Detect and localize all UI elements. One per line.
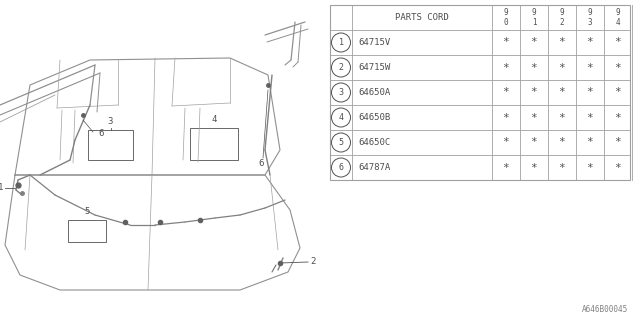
Text: 64787A: 64787A	[358, 163, 390, 172]
Text: 64650C: 64650C	[358, 138, 390, 147]
Text: *: *	[531, 113, 538, 123]
Text: 64650B: 64650B	[358, 113, 390, 122]
Text: *: *	[614, 113, 621, 123]
Bar	[88, 130, 133, 160]
Text: *: *	[559, 62, 565, 73]
Text: 2: 2	[339, 63, 344, 72]
Bar	[68, 220, 106, 242]
Text: A646B00045: A646B00045	[582, 305, 628, 314]
Text: *: *	[614, 138, 621, 148]
Text: 4: 4	[339, 113, 344, 122]
Text: 6: 6	[258, 158, 264, 167]
Text: *: *	[587, 138, 593, 148]
Text: 3: 3	[339, 88, 344, 97]
Text: 64650A: 64650A	[358, 88, 390, 97]
Text: *: *	[614, 37, 621, 47]
Text: *: *	[587, 113, 593, 123]
Text: *: *	[587, 87, 593, 98]
Text: *: *	[502, 87, 509, 98]
Text: *: *	[502, 163, 509, 172]
Text: *: *	[502, 37, 509, 47]
Text: *: *	[559, 138, 565, 148]
Text: 64715W: 64715W	[358, 63, 390, 72]
Text: 64715V: 64715V	[358, 38, 390, 47]
Text: 9
1: 9 1	[532, 8, 536, 27]
Text: 6: 6	[98, 129, 104, 138]
Text: 1: 1	[0, 183, 3, 193]
Text: *: *	[502, 62, 509, 73]
Bar	[190, 128, 238, 160]
Text: *: *	[559, 113, 565, 123]
Text: *: *	[502, 138, 509, 148]
Text: 9
4: 9 4	[616, 8, 620, 27]
Text: *: *	[531, 138, 538, 148]
Text: *: *	[531, 62, 538, 73]
Text: 3: 3	[108, 117, 113, 126]
Text: 5: 5	[339, 138, 344, 147]
Text: 6: 6	[339, 163, 344, 172]
Text: 2: 2	[310, 258, 316, 267]
Text: *: *	[559, 163, 565, 172]
Text: 4: 4	[211, 115, 217, 124]
Text: *: *	[559, 37, 565, 47]
Text: 9
3: 9 3	[588, 8, 592, 27]
Text: *: *	[531, 163, 538, 172]
Text: 9
2: 9 2	[560, 8, 564, 27]
Text: *: *	[587, 62, 593, 73]
Text: 5: 5	[84, 207, 90, 216]
Text: *: *	[614, 87, 621, 98]
Text: *: *	[502, 113, 509, 123]
Text: *: *	[614, 163, 621, 172]
Text: *: *	[559, 87, 565, 98]
Text: *: *	[614, 62, 621, 73]
Bar	[330, 5, 630, 180]
Text: 9
0: 9 0	[504, 8, 508, 27]
Text: *: *	[587, 37, 593, 47]
Text: *: *	[531, 37, 538, 47]
Text: *: *	[531, 87, 538, 98]
Text: PARTS CORD: PARTS CORD	[395, 13, 449, 22]
Text: *: *	[587, 163, 593, 172]
Text: 1: 1	[339, 38, 344, 47]
